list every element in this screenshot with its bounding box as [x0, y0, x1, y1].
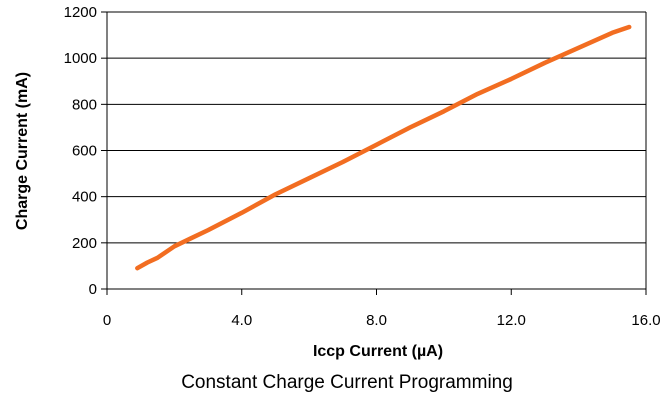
y-tick-label: 1200: [64, 4, 97, 21]
y-tick-label: 600: [72, 143, 97, 160]
x-axis-title: Iccp Current (µA): [313, 343, 443, 360]
y-tick-label: 0: [89, 281, 97, 298]
gridlines: [107, 11, 646, 290]
x-axis-ticks: 0 4.0 8.0 12.0 16.0: [103, 289, 661, 329]
x-tick-label: 4.0: [231, 312, 252, 329]
series-layer: [135, 24, 632, 271]
series-line: [135, 24, 632, 271]
x-tick-label: 16.0: [631, 312, 660, 329]
y-axis-ticks: 0 200 400 600 800 1000 1200: [64, 4, 107, 298]
y-tick-label: 200: [72, 235, 97, 252]
x-tick-label: 8.0: [366, 312, 387, 329]
y-tick-label: 400: [72, 189, 97, 206]
chart-title: Constant Charge Current Programming: [181, 372, 513, 393]
x-tick-label: 0: [103, 312, 111, 329]
y-axis-title: Charge Current (mA): [14, 72, 31, 230]
x-tick-label: 12.0: [497, 312, 526, 329]
y-tick-label: 800: [72, 96, 97, 113]
y-tick-label: 1000: [64, 50, 97, 67]
